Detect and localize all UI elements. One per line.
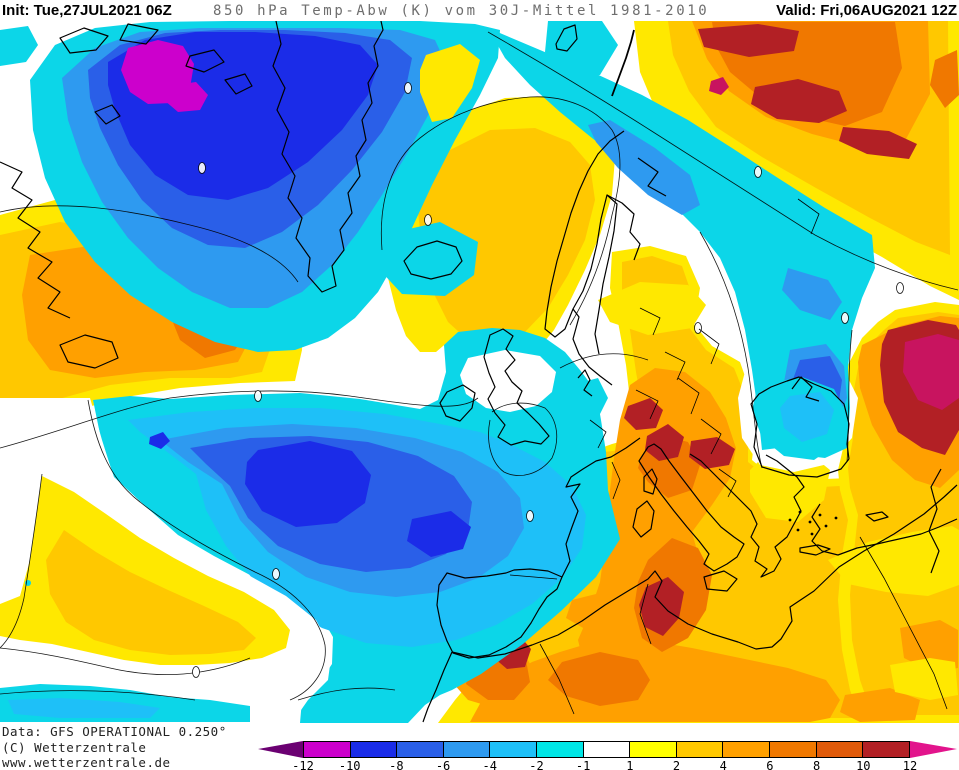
legend-above-max-arrow	[910, 741, 957, 758]
legend-segment	[536, 742, 583, 757]
legend-tick-label: -1	[575, 759, 591, 770]
legend-below-min-arrow	[258, 741, 303, 758]
legend-tick-label: 2	[672, 759, 681, 770]
legend-segment	[442, 742, 490, 757]
coastlines	[0, 20, 958, 723]
legend-segment	[396, 742, 443, 757]
cold-overlay-patches	[0, 580, 250, 722]
legend-segment	[862, 742, 909, 757]
country-borders	[509, 198, 948, 715]
legend-segment	[675, 742, 723, 757]
legend-segment	[304, 742, 350, 757]
warm-anomaly-regions	[0, 21, 959, 723]
color-scale-legend: -12 -10 -8 -6 -4 -2 -1 1 2 4 6 8 10 12	[258, 723, 959, 770]
legend-tick-label: -4	[482, 759, 497, 770]
legend-tick-label: -2	[529, 759, 544, 770]
legend-tick-label: -12	[292, 759, 314, 770]
legend-segment	[629, 742, 676, 757]
legend-tick-label: -10	[338, 759, 361, 770]
legend-tick-label: 6	[766, 759, 774, 770]
init-time-label: Init: Tue,27JUL2021 06Z	[2, 2, 172, 19]
legend-segment	[815, 742, 863, 757]
legend-segment	[489, 742, 537, 757]
legend-segment	[582, 742, 630, 757]
legend-bar	[303, 741, 910, 758]
zero-contour-lines	[0, 31, 959, 701]
legend-tick-label: 12	[902, 759, 918, 770]
cold-anomaly-regions	[0, 21, 875, 723]
map-title: 850 hPa Temp-Abw (K) vom 30J-Mittel 1981…	[213, 3, 710, 19]
legend-tick-label: 8	[812, 759, 821, 770]
legend-tick-label: 10	[856, 759, 871, 770]
header-bar: Init: Tue,27JUL2021 06Z 850 hPa Temp-Abw…	[0, 0, 959, 21]
legend-segment	[722, 742, 770, 757]
legend-segment	[769, 742, 816, 757]
legend-tick-label: -8	[389, 759, 404, 770]
legend-tick-label: -6	[435, 759, 451, 770]
data-source-credits: Data: GFS OPERATIONAL 0.250° (C) Wetterz…	[2, 724, 227, 770]
footer-bar: Data: GFS OPERATIONAL 0.250° (C) Wetterz…	[0, 723, 959, 770]
legend-tick-label: 1	[626, 759, 634, 770]
valid-time-label: Valid: Fri,06AUG2021 12Z	[776, 2, 957, 19]
legend-segment	[349, 742, 397, 757]
warm-overlay-patches	[0, 44, 480, 665]
legend-ticks: -12 -10 -8 -6 -4 -2 -1 1 2 4 6 8 10 12	[258, 759, 959, 770]
legend-tick-label: 4	[719, 759, 727, 770]
